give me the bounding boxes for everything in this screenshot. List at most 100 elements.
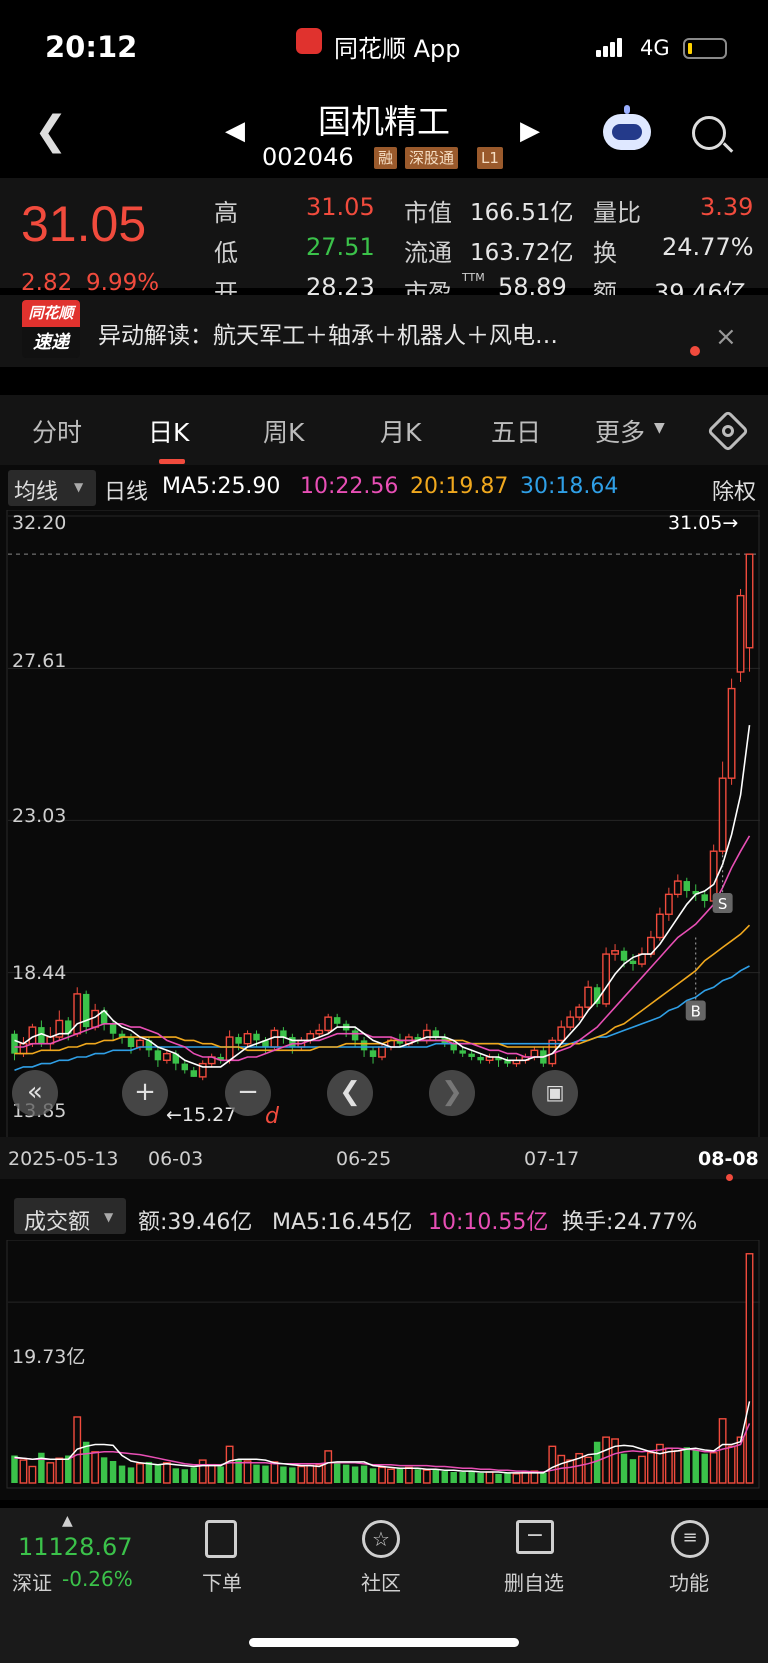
period-tabs — [0, 395, 768, 465]
candle-down — [495, 1056, 502, 1061]
volume-bar-up — [664, 1447, 673, 1484]
tab-intraday[interactable]: 分时 — [32, 418, 83, 447]
volume-bar-down — [333, 1462, 341, 1483]
back-icon[interactable]: ❮ — [34, 108, 68, 154]
label-pe-ttm: TTM — [462, 271, 485, 284]
nav-remove-watch[interactable]: 删自选 — [504, 1571, 564, 1595]
volume-bar-down — [396, 1468, 404, 1483]
sell-marker-icon — [712, 892, 733, 913]
price-change: 2.82 — [21, 270, 73, 296]
volume-bar-up — [55, 1457, 64, 1484]
volume-bar-down — [100, 1457, 108, 1483]
functions-icon[interactable]: ≡ — [671, 1520, 709, 1558]
label-high: 高 — [214, 199, 238, 227]
tab-daily-k[interactable]: 日K — [148, 418, 190, 447]
volume-selector[interactable] — [14, 1198, 126, 1234]
tab-monthly-k[interactable]: 月K — [380, 418, 422, 447]
news-logo: 同花顺 速递 — [22, 300, 80, 358]
volume-bar-up — [422, 1469, 431, 1484]
nav-order[interactable]: 下单 — [202, 1571, 242, 1595]
candle-down — [468, 1053, 475, 1057]
candle-down — [190, 1070, 197, 1077]
nav-community[interactable]: 社区 — [361, 1571, 401, 1595]
label-volume-ratio: 量比 — [593, 199, 641, 227]
volume-bar-up — [324, 1450, 333, 1484]
tab-more[interactable]: 更多 — [595, 418, 646, 447]
tab-weekly-k[interactable]: 周K — [263, 418, 305, 447]
news-text[interactable]: 异动解读：航天军工＋轴承＋机器人＋风电… — [98, 323, 558, 349]
order-icon[interactable] — [205, 1520, 237, 1558]
candle-down — [235, 1037, 242, 1044]
volume-bar-down — [432, 1469, 440, 1483]
volume-bar-down — [450, 1471, 457, 1483]
volume-bar-down — [683, 1447, 690, 1483]
buy-marker-icon — [685, 1000, 706, 1021]
volume-bar-up — [673, 1450, 682, 1484]
news-banner[interactable] — [0, 295, 768, 367]
search-icon[interactable] — [692, 116, 726, 150]
signal-icon — [596, 38, 624, 57]
candle-down — [432, 1030, 440, 1038]
volume-bar-up — [521, 1471, 530, 1484]
volume-bar-down — [495, 1473, 502, 1483]
next-stock-icon[interactable]: ▶ — [520, 116, 540, 146]
label-float: 流通 — [404, 239, 452, 267]
index-value[interactable]: 11128.67 — [18, 1533, 133, 1561]
candle-down — [593, 987, 601, 1004]
prev-stock-icon[interactable]: ◀ — [225, 116, 245, 146]
ma-selector[interactable] — [8, 470, 96, 506]
news-logo-bottom: 速递 — [22, 327, 80, 358]
buy-marker-label: B — [691, 1003, 701, 1021]
zoom-out-icon[interactable]: − — [225, 1070, 271, 1116]
volume-bar-down — [172, 1468, 180, 1483]
min-price-marker: ←15.27 — [166, 1104, 237, 1126]
volume-bar-down — [369, 1468, 377, 1483]
tag-connect: 深股通 — [405, 147, 459, 169]
volume-chart[interactable] — [0, 1240, 768, 1490]
adjust-toggle[interactable]: 除权 — [712, 480, 757, 505]
ma5-line — [14, 724, 751, 1068]
volume-bar-down — [65, 1455, 72, 1483]
scroll-left-icon[interactable]: « — [12, 1070, 58, 1116]
latest-date-dot-icon — [726, 1174, 733, 1181]
volume-bar-down — [217, 1466, 224, 1483]
volume-bar-up — [46, 1462, 55, 1484]
volume-bar-down — [127, 1467, 135, 1483]
candle-down — [145, 1040, 153, 1051]
candle-up — [664, 893, 673, 915]
tab-five-day[interactable]: 五日 — [491, 418, 542, 447]
candle-up — [73, 993, 82, 1035]
community-icon[interactable]: ☆ — [362, 1520, 400, 1558]
assistant-robot-icon[interactable] — [603, 105, 651, 150]
news-close-icon[interactable]: × — [715, 322, 737, 352]
price-axis-4: 18.44 — [12, 962, 67, 984]
remove-watch-icon[interactable]: − — [516, 1520, 554, 1554]
value-turnover: 24.77% — [662, 233, 754, 261]
unread-dot-icon — [690, 346, 700, 356]
volume-bar-up — [736, 1436, 745, 1484]
candle-down — [11, 1033, 18, 1054]
index-expand-icon[interactable]: ▲ — [62, 1513, 73, 1529]
candle-up — [324, 1016, 333, 1032]
zoom-in-icon[interactable]: + — [122, 1070, 168, 1116]
candle-up — [530, 1049, 539, 1058]
date-axis — [0, 1137, 768, 1179]
ma30-value: 30:18.64 — [520, 474, 619, 499]
candle-down — [333, 1017, 341, 1024]
candle-down — [262, 1040, 269, 1048]
candle-down — [118, 1033, 126, 1038]
prev-candle-icon[interactable]: ❮ — [327, 1070, 373, 1116]
volume-bar-down — [593, 1441, 601, 1483]
next-candle-icon[interactable]: ❯ — [429, 1070, 475, 1116]
vol-ma10-line — [14, 1423, 751, 1473]
candle-down — [65, 1020, 72, 1034]
kline-chart[interactable]: SB — [0, 510, 768, 1140]
fullscreen-icon[interactable]: ▣ — [532, 1070, 578, 1116]
last-price-marker: 31.05→ — [668, 512, 739, 534]
date-label-2: 06-03 — [148, 1148, 204, 1170]
tag-level: L1 — [477, 147, 503, 169]
nav-functions[interactable]: 功能 — [669, 1571, 709, 1595]
index-change: -0.26% — [62, 1567, 133, 1591]
volume-bar-up — [387, 1468, 395, 1484]
price-axis-2: 27.61 — [12, 650, 67, 672]
